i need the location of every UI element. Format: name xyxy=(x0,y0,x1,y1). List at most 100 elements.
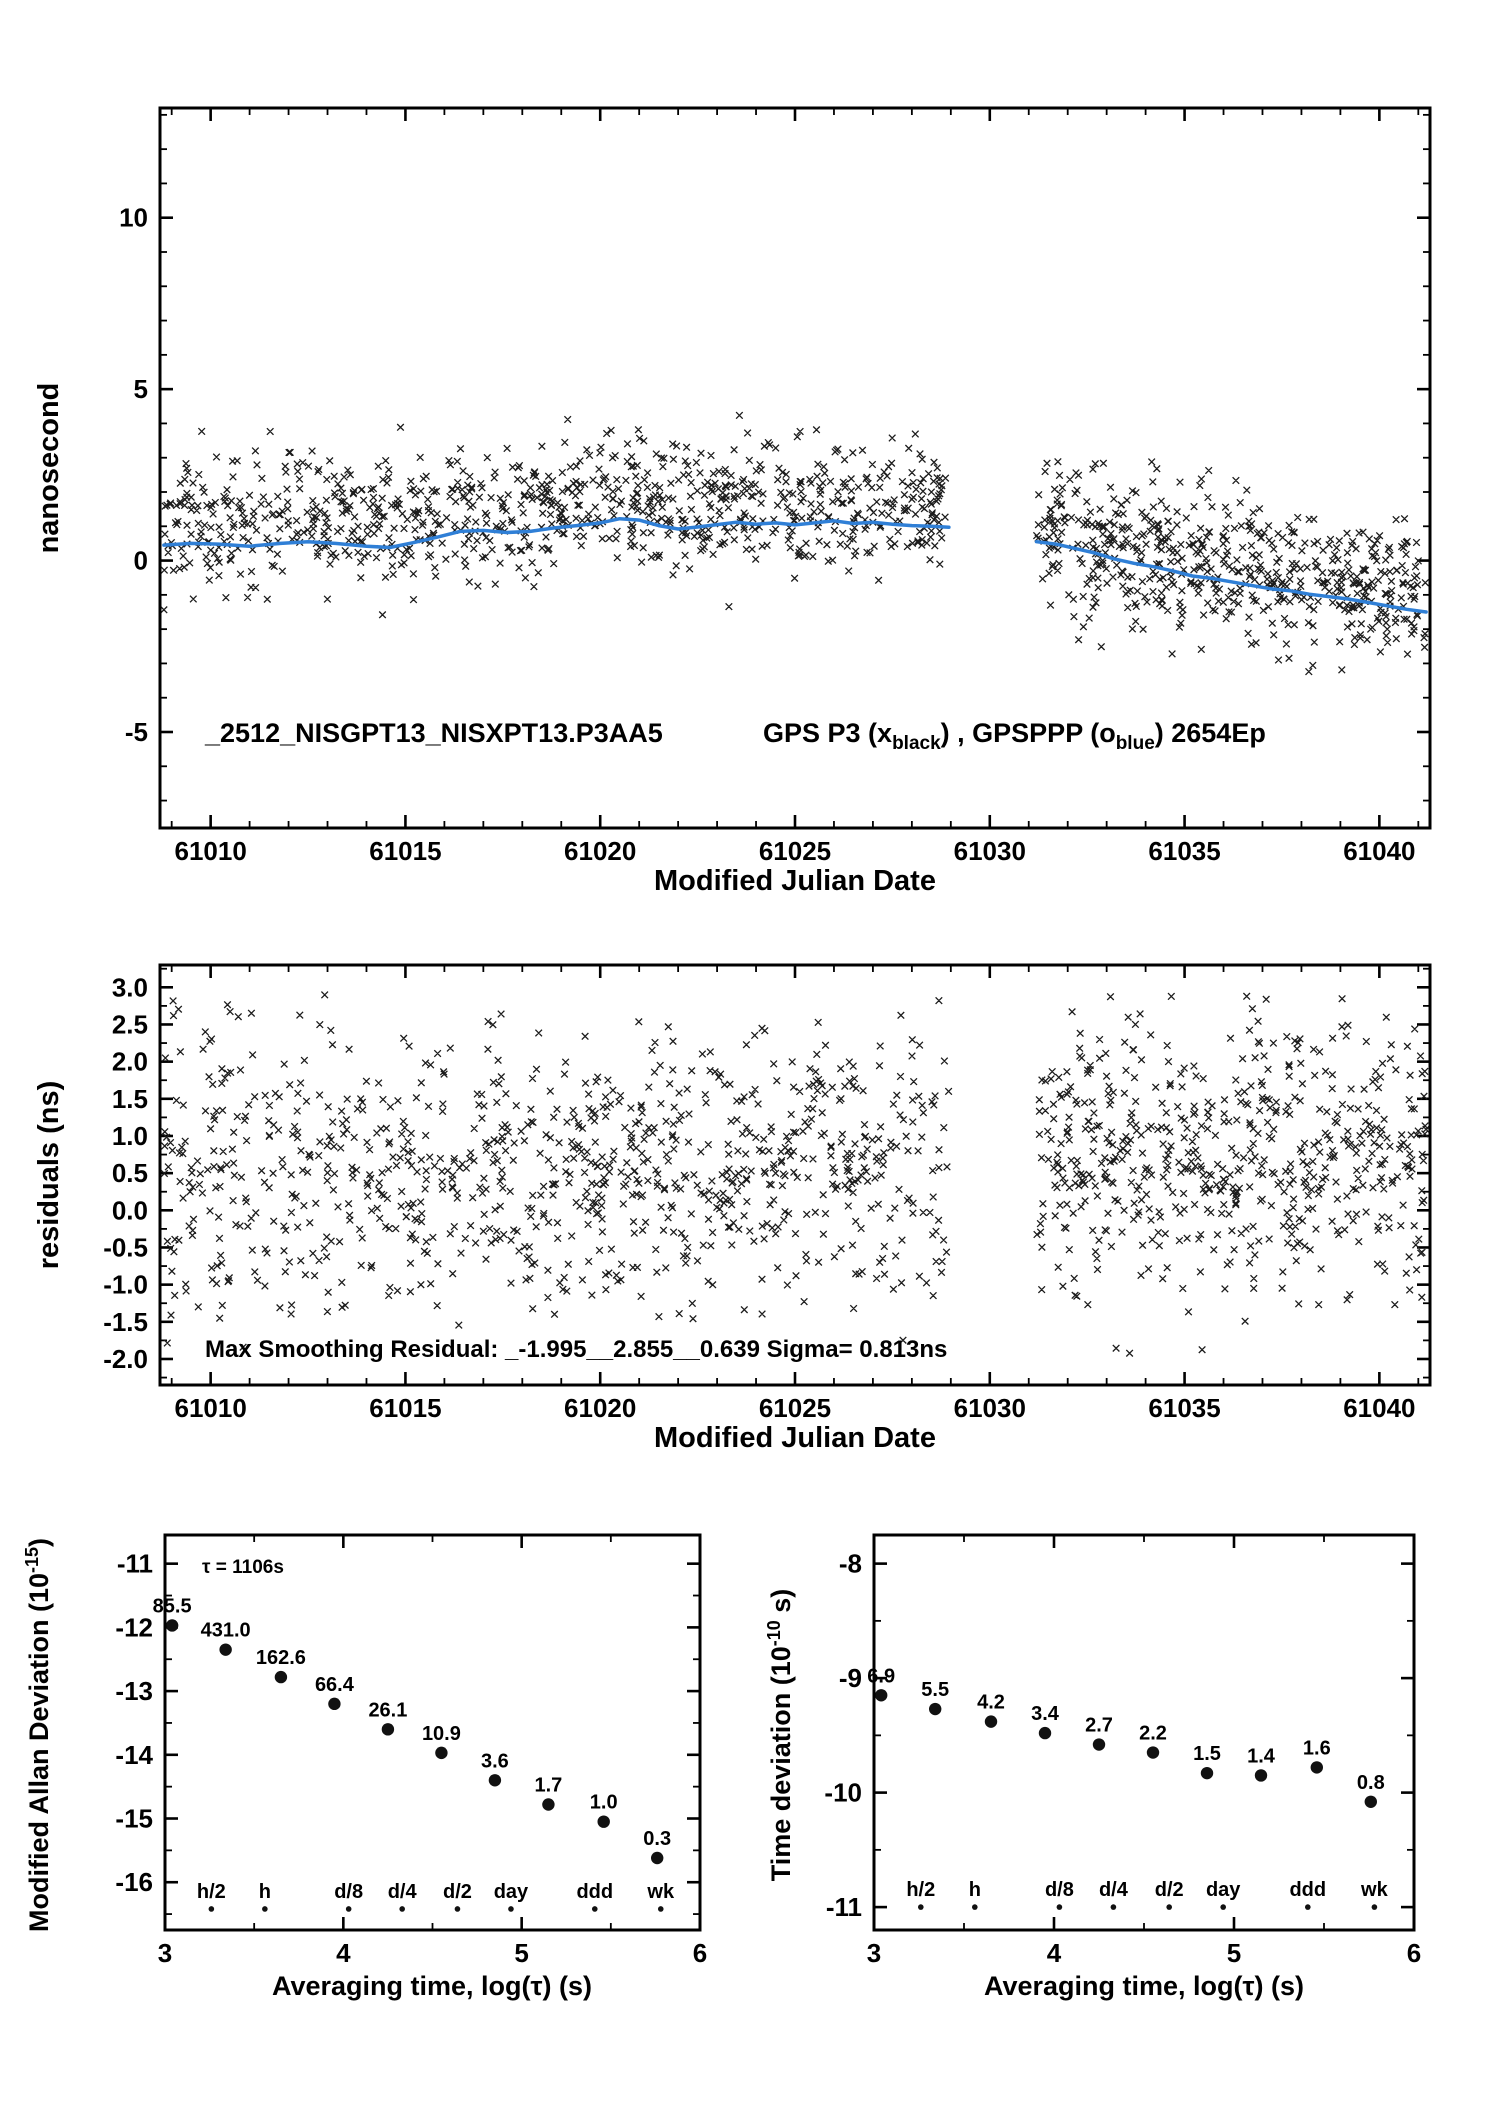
y-tick-label: 1.5 xyxy=(112,1084,148,1114)
y-tick-label: -0.5 xyxy=(103,1232,148,1262)
point-value-label: 10.9 xyxy=(422,1723,461,1745)
period-marker-dot xyxy=(918,1904,924,1910)
x-tick-label: 61010 xyxy=(174,836,246,866)
x-tick-label: 6 xyxy=(1407,1938,1421,1968)
x-tick-label: 61010 xyxy=(174,1393,246,1423)
y-tick-label: -1.0 xyxy=(103,1270,148,1300)
period-marker-dot xyxy=(1371,1904,1378,1910)
mdev-tau-annotation: τ = 1106s xyxy=(202,1557,284,1578)
period-marker-dot xyxy=(972,1904,978,1910)
tdev-chart: 3 4 5 6 -8 -9 -10 -11 6.9 5.5 4.2 3.4 2.7 2.2 1.5 1.4 1.… xyxy=(764,1533,1421,2001)
y-tick-label: -9 xyxy=(839,1663,862,1693)
phase-chart: 61010 61015 61020 61025 61030 61035 61040 -5 0 5 1… xyxy=(33,106,1432,897)
y-tick-label: -11 xyxy=(826,1892,862,1922)
residuals-y-axis-label: residuals (ns) xyxy=(33,1081,65,1270)
x-tick-label: 5 xyxy=(514,1938,528,1968)
tdev-x-axis-label: Averaging time, log(τ) (s) xyxy=(984,1971,1304,2001)
x-tick-label: 3 xyxy=(158,1938,172,1968)
plot-frame xyxy=(158,963,1432,1387)
y-tick-label: 0.0 xyxy=(112,1195,148,1225)
period-marker-label: d/4 xyxy=(1099,1879,1129,1901)
data-point xyxy=(328,1697,341,1711)
period-marker-label: h xyxy=(969,1879,981,1901)
period-marker-dot xyxy=(399,1906,405,1912)
x-tick-label: 61040 xyxy=(1343,836,1415,866)
phase-title: _2512_NISGPT13_NISXPT13.P3AA5 GPS P3 (xbl… xyxy=(204,718,1266,754)
period-marker-dot xyxy=(657,1906,664,1912)
point-value-label: 6.9 xyxy=(867,1665,895,1687)
point-value-label: 431.0 xyxy=(201,1620,251,1642)
tdev-plot-area: 3 4 5 6 -8 -9 -10 -11 6.9 5.5 4.2 3.4 2.7 2.2 1.5 1.4 1.… xyxy=(824,1533,1421,1968)
data-point xyxy=(1310,1761,1323,1774)
data-point xyxy=(435,1746,448,1760)
period-marker-dot xyxy=(208,1906,215,1912)
y-tick-label: -14 xyxy=(115,1740,153,1770)
x-tick-label: 61015 xyxy=(369,1393,441,1423)
point-value-label: 0.8 xyxy=(1357,1772,1385,1794)
smoothing-line xyxy=(162,516,951,550)
smoothing-line xyxy=(1034,539,1428,614)
period-marker-label: d/8 xyxy=(334,1881,363,1903)
period-marker-dot xyxy=(345,1906,352,1912)
scatter-points xyxy=(160,991,953,1351)
x-tick-label: 61040 xyxy=(1343,1393,1415,1423)
point-value-label: 3.4 xyxy=(1031,1703,1060,1725)
point-value-label: 85.5 xyxy=(153,1595,192,1617)
period-marker-dot xyxy=(591,1906,598,1912)
data-point xyxy=(875,1689,888,1702)
period-marker-dot xyxy=(1220,1904,1226,1910)
data-point xyxy=(219,1643,232,1656)
point-value-label: 1.6 xyxy=(1303,1737,1331,1759)
y-tick-label: -5 xyxy=(125,717,148,747)
period-marker-dot xyxy=(1110,1904,1117,1910)
point-value-label: 1.0 xyxy=(590,1792,618,1814)
y-tick-label: -13 xyxy=(115,1676,153,1706)
point-value-label: 4.2 xyxy=(977,1692,1005,1714)
phase-y-axis-label: nanosecond xyxy=(33,383,65,554)
y-tick-label: -12 xyxy=(115,1612,153,1642)
y-tick-label: 0 xyxy=(134,546,148,576)
period-marker-label: ddd xyxy=(1289,1879,1326,1901)
period-marker-dot xyxy=(1166,1904,1172,1910)
x-tick-label: 61025 xyxy=(759,836,831,866)
period-marker-label: h xyxy=(259,1881,271,1903)
period-marker-label: day xyxy=(494,1881,529,1903)
x-tick-label: 61025 xyxy=(759,1393,831,1423)
point-value-label: 1.4 xyxy=(1247,1745,1276,1767)
y-tick-label: -16 xyxy=(115,1867,153,1897)
data-point xyxy=(984,1715,998,1728)
x-tick-label: 61020 xyxy=(564,836,636,866)
period-marker-dot xyxy=(454,1906,461,1912)
y-tick-label: 2.0 xyxy=(112,1047,148,1077)
period-marker-dot xyxy=(1056,1904,1063,1910)
residuals-x-axis-label: Modified Julian Date xyxy=(654,1422,936,1454)
residuals-plot-area: 61010 61015 61020 61025 61030 61035 61040 3.0 2.… xyxy=(103,963,1432,1423)
y-tick-label: -15 xyxy=(115,1804,153,1834)
data-point xyxy=(1146,1746,1160,1759)
period-marker-label: h/2 xyxy=(197,1881,226,1903)
point-value-label: 1.7 xyxy=(535,1774,563,1796)
mdev-x-axis-label: Averaging time, log(τ) (s) xyxy=(272,1971,592,2001)
period-marker-label: day xyxy=(1206,1879,1241,1901)
data-point xyxy=(651,1851,664,1865)
y-tick-label: -11 xyxy=(117,1549,153,1579)
point-value-label: 2.7 xyxy=(1085,1715,1113,1737)
period-marker-label: h/2 xyxy=(906,1879,935,1901)
scatter-points xyxy=(1033,992,1430,1357)
period-marker-dot xyxy=(508,1906,514,1912)
data-point xyxy=(165,1619,179,1632)
data-point xyxy=(488,1774,502,1787)
y-tick-label: 3.0 xyxy=(112,972,148,1002)
period-marker-label: d/4 xyxy=(388,1881,418,1903)
plot-frame xyxy=(872,1533,1416,1932)
data-point xyxy=(1092,1738,1106,1751)
data-point xyxy=(1364,1795,1377,1808)
y-tick-label: 10 xyxy=(119,203,148,233)
period-marker-label: wk xyxy=(1360,1879,1389,1901)
point-value-label: 2.2 xyxy=(1139,1723,1167,1745)
data-point xyxy=(274,1670,288,1684)
y-tick-label: 1.0 xyxy=(112,1121,148,1151)
